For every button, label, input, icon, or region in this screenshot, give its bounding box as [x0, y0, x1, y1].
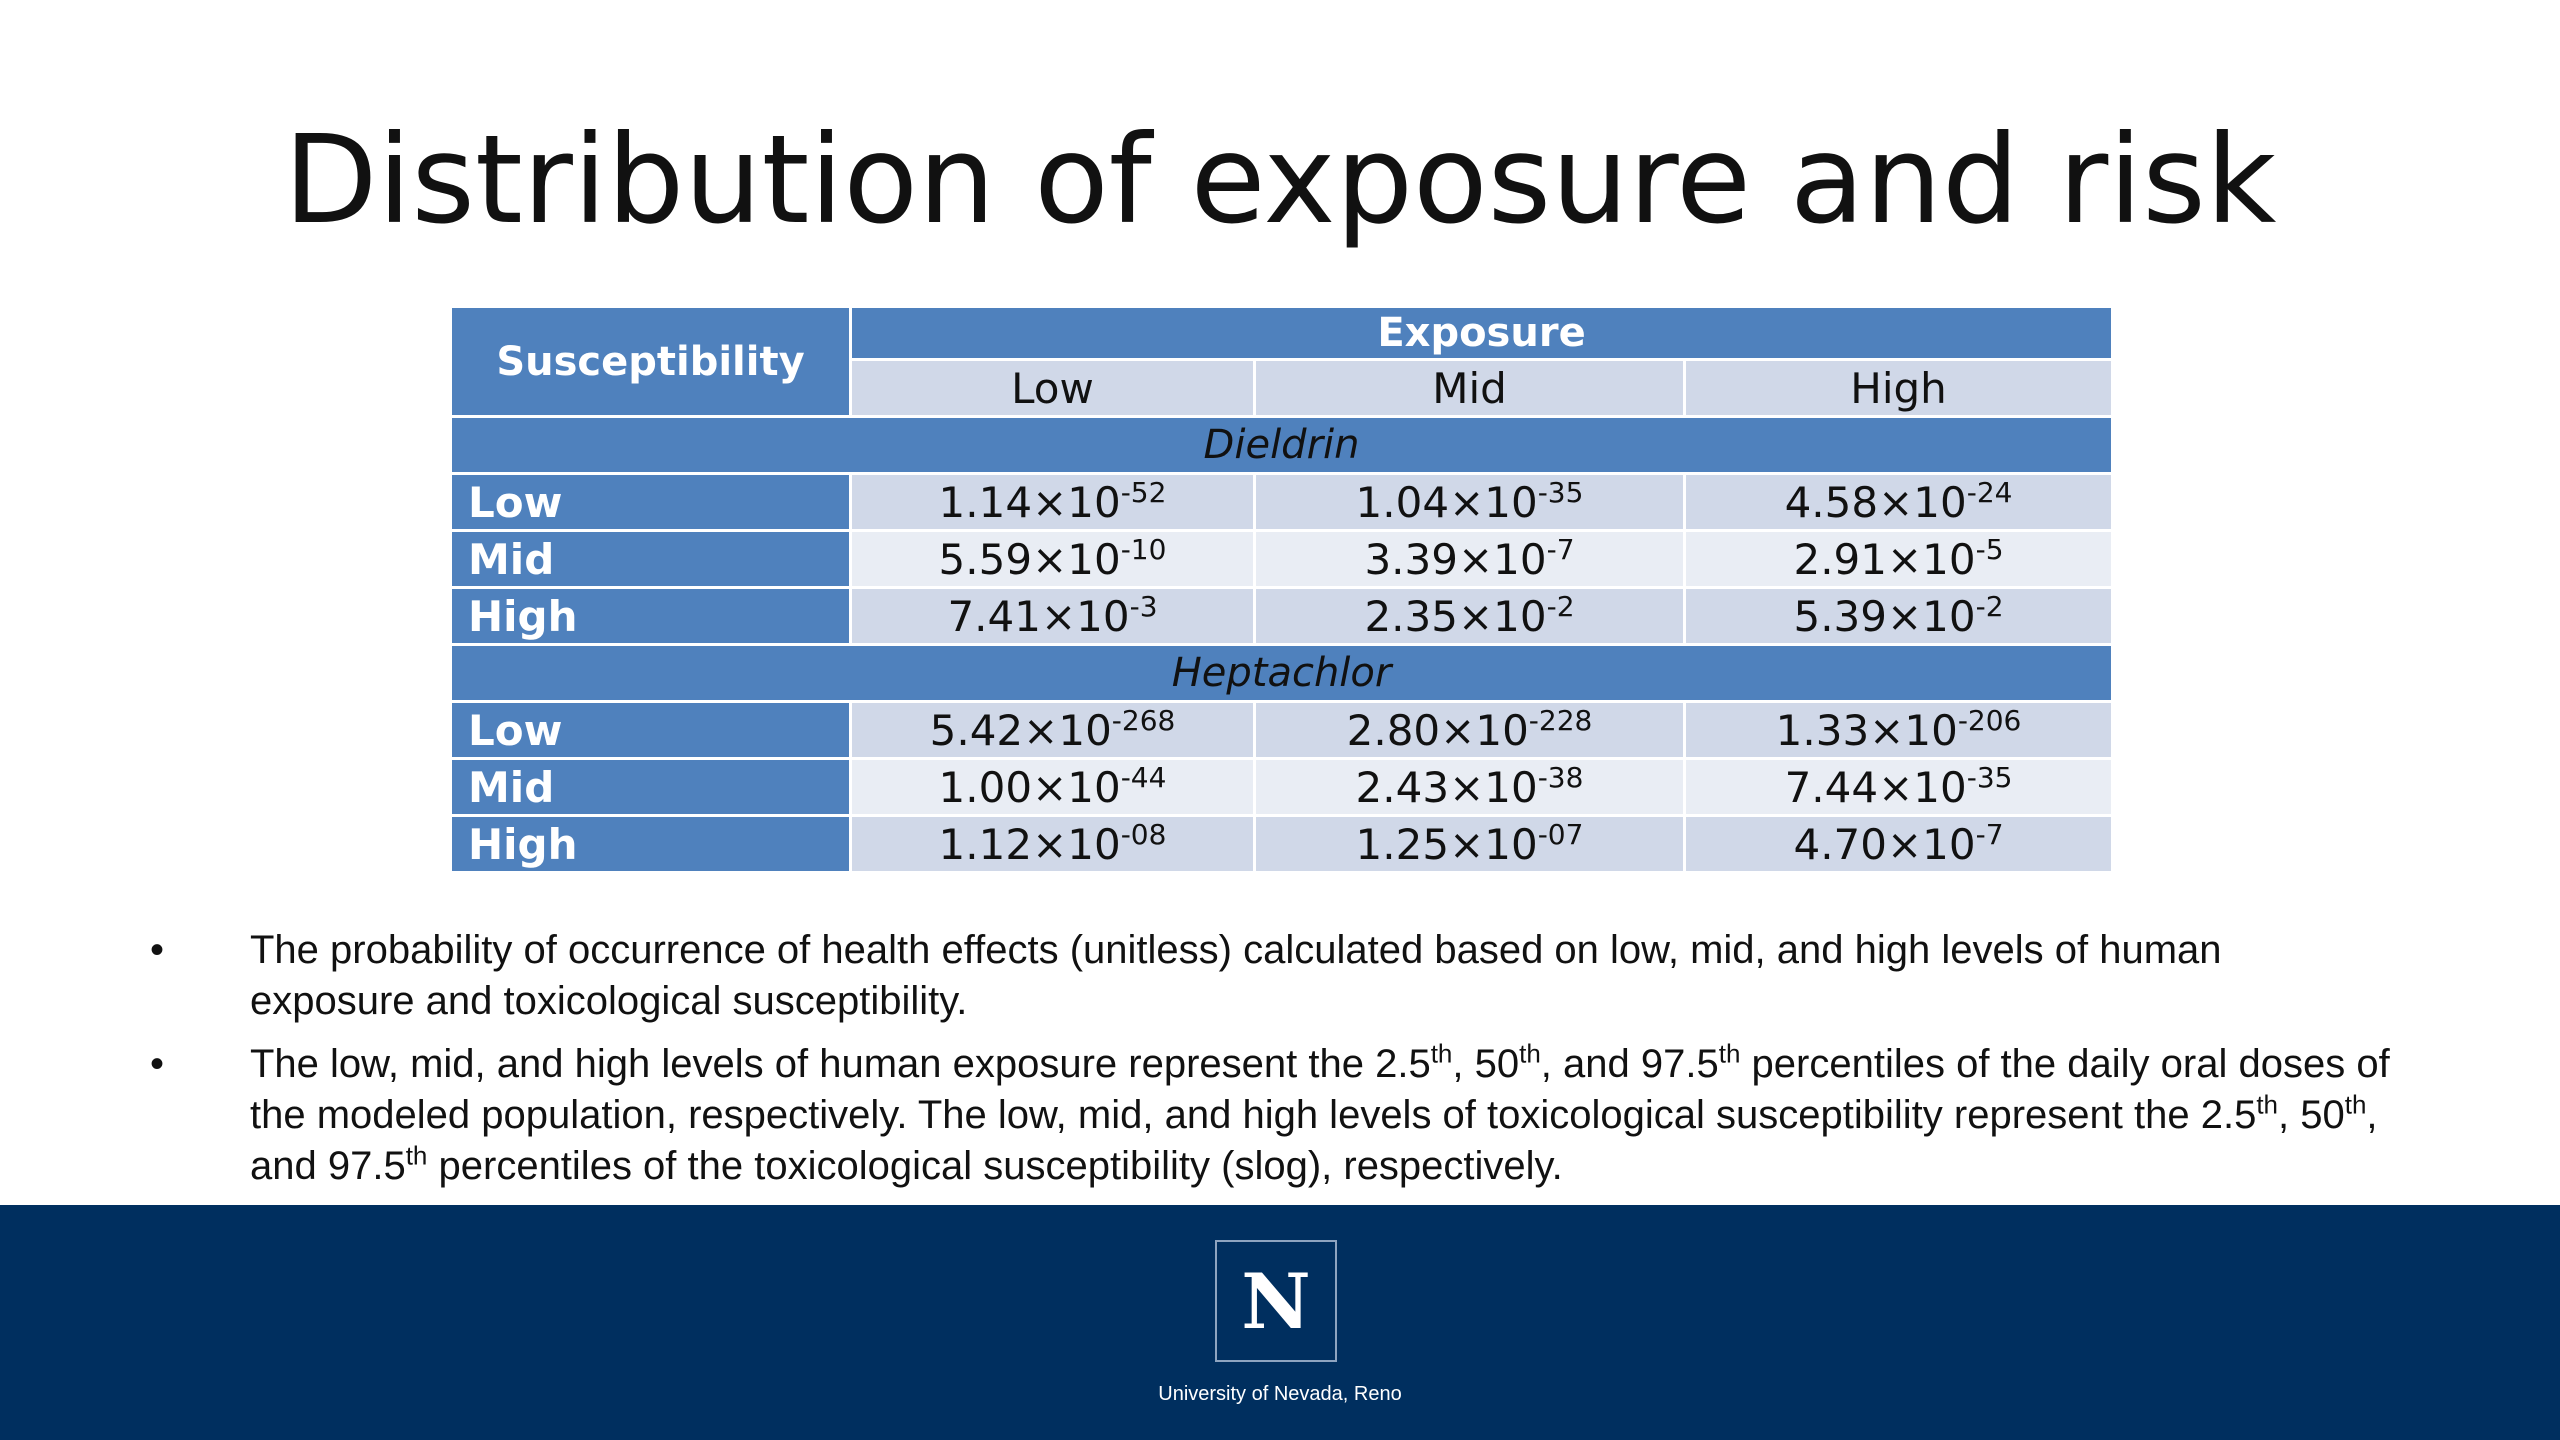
table-row: Mid 1.00×10-44 2.43×10-38 7.44×10-35: [449, 757, 2115, 817]
notes-list: • The probability of occurrence of healt…: [150, 925, 2390, 1204]
table-cell: 2.91×10-5: [1682, 529, 2115, 589]
row-label: Low: [449, 472, 852, 532]
exposure-level-high: High: [1682, 358, 2115, 418]
table-cell: 1.12×10-08: [849, 814, 1256, 874]
row-label: Low: [449, 700, 852, 760]
table-cell: 1.14×10-52: [849, 472, 1256, 532]
table-row: High 1.12×10-08 1.25×10-07 4.70×10-7: [449, 814, 2115, 874]
table-cell: 1.04×10-35: [1253, 472, 1686, 532]
bullet-icon: •: [150, 928, 165, 972]
institution-name: University of Nevada, Reno: [1158, 1383, 1402, 1405]
table-cell: 5.39×10-2: [1682, 586, 2115, 646]
group-header-dieldrin: Dieldrin: [448, 415, 2115, 475]
exposure-header: Exposure: [848, 305, 2115, 361]
note-text: The low, mid, and high levels of human e…: [250, 1038, 2390, 1188]
table-cell: 5.59×10-10: [849, 529, 1256, 589]
row-label: High: [449, 814, 852, 874]
note-item: • The low, mid, and high levels of human…: [150, 1039, 2390, 1192]
bullet-icon: •: [150, 1042, 165, 1086]
row-label: High: [449, 586, 852, 646]
table-cell: 2.80×10-228: [1253, 700, 1686, 760]
risk-table: Susceptibility Exposure Low Mid High Die…: [448, 305, 2115, 874]
table-row: Mid 5.59×10-10 3.39×10-7 2.91×10-5: [449, 529, 2115, 589]
table-cell: 5.42×10-268: [849, 700, 1256, 760]
row-label: Mid: [449, 529, 852, 589]
exposure-level-mid: Mid: [1253, 358, 1686, 418]
note-item: • The probability of occurrence of healt…: [150, 925, 2390, 1027]
table-cell: 7.44×10-35: [1682, 757, 2115, 817]
table-row: Low 1.14×10-52 1.04×10-35 4.58×10-24: [449, 472, 2115, 532]
table-cell: 1.33×10-206: [1682, 700, 2115, 760]
table-cell: 3.39×10-7: [1253, 529, 1686, 589]
slide-title: Distribution of exposure and risk: [283, 109, 2277, 251]
row-label: Mid: [449, 757, 852, 817]
table-cell: 1.25×10-07: [1253, 814, 1686, 874]
susceptibility-header: Susceptibility: [449, 305, 852, 418]
table-cell: 7.41×10-3: [849, 586, 1256, 646]
table-cell: 2.35×10-2: [1253, 586, 1686, 646]
group-header-heptachlor: Heptachlor: [448, 643, 2115, 703]
table-cell: 4.70×10-7: [1682, 814, 2115, 874]
table-cell: 4.58×10-24: [1682, 472, 2115, 532]
table-cell: 2.43×10-38: [1253, 757, 1686, 817]
footer-bar: N University of Nevada, Reno: [0, 1205, 2560, 1440]
note-text: The probability of occurrence of health …: [250, 928, 2222, 1023]
table-row: Low 5.42×10-268 2.80×10-228 1.33×10-206: [449, 700, 2115, 760]
table-row: High 7.41×10-3 2.35×10-2 5.39×10-2: [449, 586, 2115, 646]
university-logo: N: [1215, 1240, 1337, 1362]
table-cell: 1.00×10-44: [849, 757, 1256, 817]
exposure-level-low: Low: [849, 358, 1256, 418]
